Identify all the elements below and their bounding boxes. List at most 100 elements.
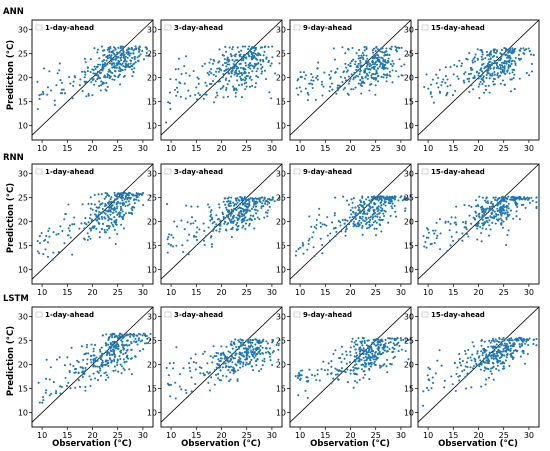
- data-point: [321, 223, 324, 226]
- data-point: [207, 226, 210, 229]
- data-point: [467, 80, 471, 83]
- data-point: [502, 220, 505, 223]
- data-point: [471, 367, 475, 370]
- data-point: [505, 56, 509, 59]
- data-point: [245, 77, 248, 80]
- data-point: [520, 198, 523, 201]
- data-point: [389, 214, 392, 217]
- data-point: [92, 365, 95, 368]
- data-point: [52, 251, 55, 254]
- data-point: [386, 358, 389, 362]
- data-point: [297, 247, 300, 251]
- data-point: [251, 65, 254, 68]
- data-point: [244, 347, 247, 350]
- data-point: [505, 356, 508, 359]
- data-point: [476, 238, 479, 241]
- data-point: [243, 213, 246, 216]
- data-point: [83, 76, 86, 79]
- data-point: [491, 361, 494, 364]
- panel-frame: [160, 19, 283, 141]
- data-point: [92, 72, 95, 75]
- data-point: [515, 196, 518, 199]
- data-point: [239, 338, 242, 341]
- data-point: [352, 58, 355, 61]
- data-point: [375, 356, 378, 359]
- data-point: [219, 87, 222, 90]
- data-point: [83, 370, 86, 373]
- data-point: [353, 71, 356, 74]
- data-point: [495, 340, 499, 343]
- data-point: [354, 86, 357, 89]
- data-point: [352, 366, 355, 369]
- data-point: [175, 78, 178, 81]
- data-point: [106, 228, 109, 232]
- data-point: [461, 239, 464, 242]
- x-tick-label: 30: [396, 288, 406, 297]
- data-point: [91, 225, 95, 228]
- data-point: [225, 229, 228, 232]
- data-point: [357, 337, 360, 340]
- data-point: [512, 345, 515, 348]
- data-point: [318, 379, 321, 382]
- data-point: [254, 208, 257, 211]
- data-point: [513, 60, 516, 63]
- data-point: [371, 217, 374, 221]
- data-point: [134, 337, 137, 340]
- data-point: [353, 359, 356, 362]
- data-point: [380, 204, 383, 207]
- data-point: [212, 59, 215, 62]
- data-point: [480, 363, 483, 366]
- data-point: [407, 338, 410, 342]
- data-point: [307, 239, 310, 242]
- data-point: [515, 339, 518, 342]
- data-point: [221, 213, 225, 216]
- data-point: [488, 54, 491, 58]
- data-point: [375, 63, 379, 66]
- data-point: [99, 369, 102, 372]
- data-point: [484, 88, 487, 91]
- data-point: [472, 57, 475, 60]
- data-point: [355, 339, 358, 342]
- data-point: [72, 365, 75, 368]
- data-point: [230, 212, 233, 215]
- data-point: [220, 69, 223, 72]
- data-point: [271, 198, 274, 201]
- data-point: [38, 252, 41, 255]
- data-point: [481, 352, 484, 355]
- data-point: [96, 51, 99, 54]
- data-point: [490, 345, 493, 348]
- data-point: [232, 357, 235, 360]
- data-point: [309, 82, 312, 85]
- data-point: [231, 361, 234, 364]
- data-point: [83, 57, 87, 60]
- data-point: [499, 205, 503, 208]
- data-point: [367, 203, 371, 206]
- data-point: [453, 362, 456, 365]
- data-point: [513, 342, 516, 345]
- data-point: [329, 85, 332, 88]
- data-point: [392, 196, 395, 199]
- data-point: [358, 359, 361, 363]
- data-point: [233, 207, 236, 210]
- data-point: [85, 346, 88, 349]
- data-point: [262, 60, 265, 63]
- data-point: [397, 350, 400, 353]
- data-point: [203, 243, 206, 247]
- data-point: [312, 231, 315, 234]
- data-point: [430, 95, 433, 98]
- data-point: [121, 217, 124, 221]
- data-point: [266, 200, 270, 203]
- data-point: [489, 74, 492, 77]
- data-point: [247, 338, 250, 341]
- identity-line: [32, 307, 153, 423]
- data-point: [506, 339, 509, 342]
- data-point: [212, 345, 215, 348]
- data-point: [113, 360, 116, 363]
- data-point: [177, 67, 180, 71]
- data-point: [496, 354, 500, 357]
- data-point: [451, 383, 454, 386]
- data-point: [374, 350, 377, 354]
- data-point: [491, 72, 494, 75]
- data-point: [239, 207, 242, 210]
- data-point: [490, 63, 493, 67]
